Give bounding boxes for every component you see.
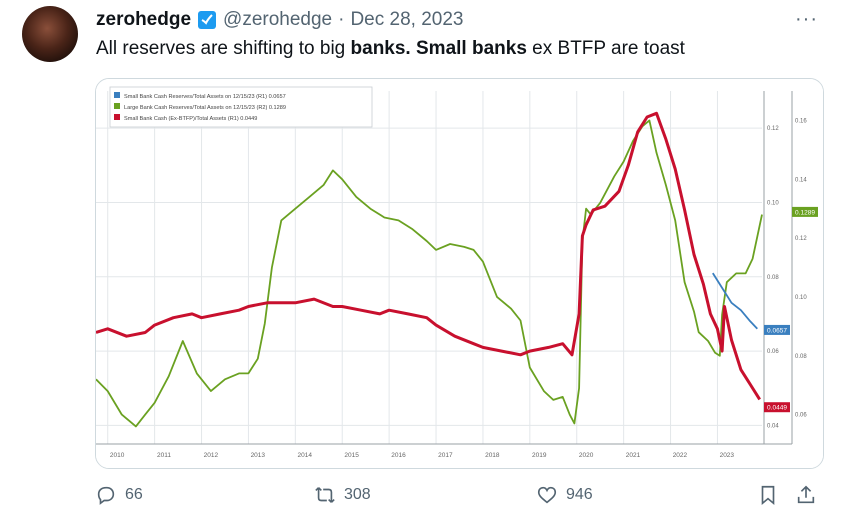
retweet-button[interactable]: 308 (314, 484, 371, 506)
legend-entry: Small Bank Cash Reserves/Total Assets on… (124, 94, 286, 100)
tweet-media-chart[interactable]: Small Bank Cash Reserves/Total Assets on… (95, 78, 824, 469)
author-handle[interactable]: @zerohedge (223, 9, 333, 30)
tweet-text-segment: ex BTFP are toast (526, 38, 685, 59)
x-tick-label: 2013 (251, 452, 266, 459)
r2-tick-label: 0.12 (795, 236, 807, 242)
tweet-header: zerohedge @zerohedge · Dec 28, 2023 (96, 9, 463, 31)
x-tick-label: 2019 (532, 452, 547, 459)
like-button[interactable]: 946 (536, 484, 593, 506)
reply-icon (97, 486, 115, 505)
more-options-icon[interactable]: ··· (795, 8, 818, 30)
x-tick-label: 2010 (110, 452, 125, 459)
end-value-tag (792, 206, 818, 217)
tweet-text-segment: Small banks (416, 38, 527, 59)
tweet-text-segment: banks. (350, 38, 411, 59)
r2-tick-label: 0.08 (795, 354, 807, 360)
legend-box (109, 86, 373, 128)
x-tick-label: 2021 (626, 452, 641, 459)
end-value-label: 0.0657 (767, 327, 787, 334)
chart-svg: Small Bank Cash Reserves/Total Assets on… (96, 79, 823, 468)
legend-entry: Small Bank Cash (Ex-BTFP)/Total Assets (… (124, 116, 257, 122)
end-value-label: 0.1289 (795, 209, 815, 216)
chart-legend: Small Bank Cash Reserves/Total Assets on… (109, 86, 373, 128)
r1-tick-label: 0.12 (767, 126, 779, 132)
legend-swatch (114, 92, 120, 98)
retweet-icon (315, 487, 335, 503)
retweet-count: 308 (344, 486, 371, 503)
legend-swatch (114, 103, 120, 109)
tweet-text: All reserves are shifting to big banks. … (96, 38, 685, 60)
bookmark-button[interactable] (757, 484, 787, 506)
r2-tick-label: 0.06 (795, 413, 807, 419)
r1-tick-label: 0.06 (767, 349, 779, 355)
x-tick-label: 2023 (720, 452, 735, 459)
like-count: 946 (566, 486, 593, 503)
x-tick-label: 2012 (204, 452, 219, 459)
author-name[interactable]: zerohedge (96, 9, 192, 30)
chart-x-axis: 2010 2011 2012 2013 2014 2015 2016 2017 2018 2019… (110, 452, 735, 459)
chart-grid (96, 91, 793, 445)
verified-badge-icon (198, 11, 217, 29)
tweet-date[interactable]: Dec 28, 2023 (350, 9, 464, 30)
share-button[interactable] (795, 484, 825, 506)
series-line (96, 111, 761, 401)
series-line (712, 272, 758, 330)
x-tick-label: 2022 (673, 452, 688, 459)
meta-separator: · (338, 9, 345, 30)
r2-tick-label: 0.16 (795, 118, 807, 124)
x-tick-label: 2015 (344, 452, 359, 459)
x-tick-label: 2016 (391, 452, 406, 459)
x-tick-label: 2017 (438, 452, 453, 459)
chart-end-labels: 0.1289 0.0657 0.0449 (764, 206, 818, 413)
share-icon (797, 485, 815, 504)
chart-y-axis: 0.12 0.10 0.08 0.06 0.04 0.16 0.14 0.12 0.10 0.08… (767, 118, 807, 429)
r2-tick-label: 0.10 (795, 295, 807, 301)
avatar[interactable] (22, 6, 78, 62)
chart-plot (96, 111, 763, 428)
like-icon (537, 486, 557, 504)
r1-tick-label: 0.04 (767, 423, 779, 429)
end-value-tag (764, 324, 790, 335)
chart-background (96, 79, 823, 468)
bookmark-icon (761, 485, 775, 506)
end-value-tag (764, 402, 790, 413)
tweet-actions: 66 308 946 (0, 484, 848, 514)
reply-button[interactable]: 66 (95, 484, 143, 506)
end-value-label: 0.0449 (767, 405, 787, 412)
x-tick-label: 2011 (157, 452, 171, 459)
r1-tick-label: 0.10 (767, 200, 779, 206)
x-tick-label: 2018 (485, 452, 500, 459)
legend-swatch (114, 114, 120, 120)
x-tick-label: 2020 (579, 452, 594, 459)
legend-entry: Large Bank Cash Reserves/Total Assets on… (124, 105, 286, 111)
x-tick-label: 2014 (297, 452, 312, 459)
tweet-text-segment: All reserves are shifting to big (96, 38, 351, 59)
r2-tick-label: 0.14 (795, 177, 807, 183)
r1-tick-label: 0.08 (767, 275, 779, 281)
reply-count: 66 (125, 486, 143, 503)
series-line (96, 119, 763, 428)
